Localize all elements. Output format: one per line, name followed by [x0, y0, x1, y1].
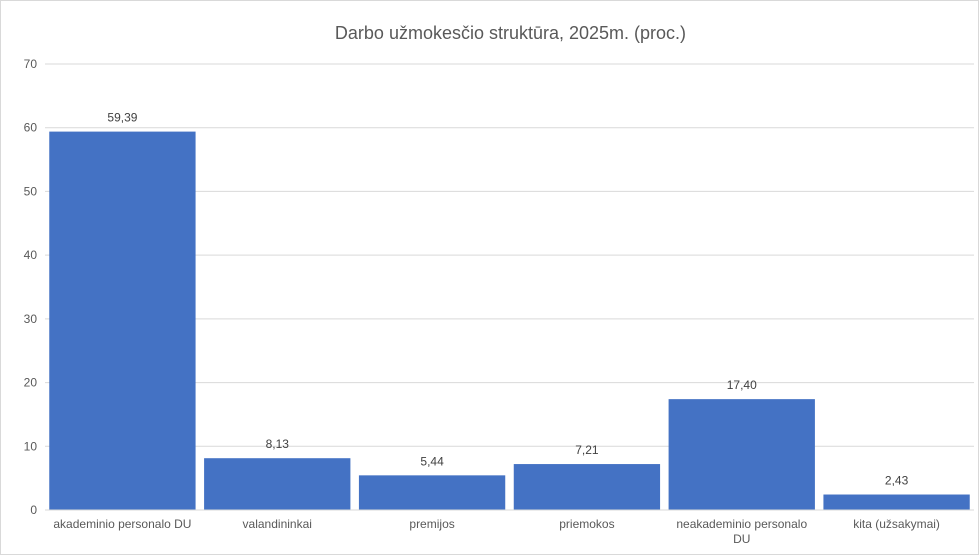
bar: [204, 458, 351, 510]
data-label: 17,40: [727, 378, 757, 392]
gridlines: [45, 63, 974, 447]
y-axis-ticks: 0 10 20 30 40 50 60 70: [24, 57, 38, 517]
bar: [823, 494, 970, 510]
bar: [358, 475, 506, 510]
y-tick-label: 10: [24, 439, 38, 453]
x-tick-label: akademinio personalo DU: [53, 517, 191, 531]
x-tick-label-line: kita (užsakymai): [853, 517, 940, 531]
y-tick-label: 30: [24, 312, 38, 326]
x-tick-label: neakademinio personalo DU: [676, 517, 807, 546]
x-tick-label: priemokos: [559, 517, 614, 531]
chart-title: Darbo užmokesčio struktūra, 2025m. (proc…: [335, 23, 686, 43]
data-label: 7,21: [575, 443, 599, 457]
x-tick-label-line: akademinio personalo DU: [53, 517, 191, 531]
data-label: 8,13: [266, 437, 290, 451]
data-labels: 59,39 8,13 5,44 7,21 17,40 2,43: [107, 111, 908, 488]
y-tick-label: 20: [24, 376, 38, 390]
x-tick-label: kita (užsakymai): [853, 517, 940, 531]
data-label: 59,39: [107, 111, 137, 125]
y-tick-label: 0: [30, 503, 37, 517]
data-label: 2,43: [885, 474, 909, 488]
x-tick-label-line: valandininkai: [243, 517, 312, 531]
x-tick-label-line: priemokos: [559, 517, 614, 531]
x-axis-ticks: akademinio personalo DU valandininkai prem…: [53, 517, 940, 546]
y-tick-label: 70: [24, 57, 38, 71]
x-tick-label-line: neakademinio personalo: [676, 517, 807, 531]
x-tick-label-line: premijos: [409, 517, 454, 531]
y-tick-label: 50: [24, 184, 38, 198]
bar: [668, 399, 815, 510]
bar: [49, 131, 196, 510]
x-tick-label: premijos: [409, 517, 454, 531]
y-tick-label: 60: [24, 121, 38, 135]
bars: [49, 131, 970, 510]
y-tick-label: 40: [24, 248, 38, 262]
data-label: 5,44: [420, 454, 444, 468]
x-tick-label-line: DU: [733, 532, 750, 546]
bar: [513, 464, 661, 510]
x-tick-label: valandininkai: [243, 517, 312, 531]
